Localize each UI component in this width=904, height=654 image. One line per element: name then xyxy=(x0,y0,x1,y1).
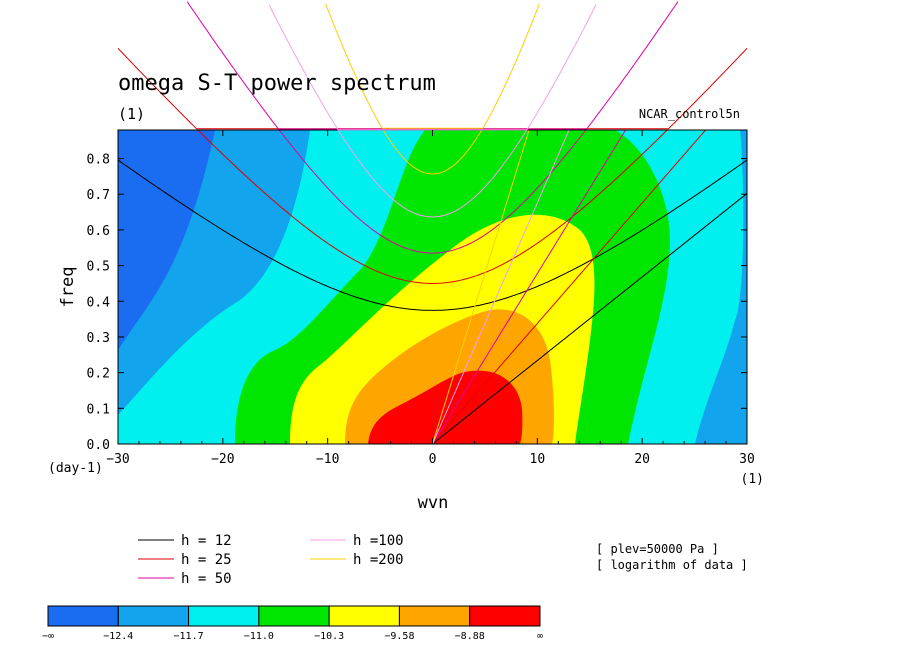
plot-area xyxy=(117,129,748,445)
y-tick-label: 0.6 xyxy=(87,224,110,239)
kelvin-wave-curve xyxy=(432,130,530,444)
legend-label: h =100 xyxy=(353,533,404,549)
annotation-log: [ logarithm of data ] xyxy=(596,558,748,572)
colorbar-cell xyxy=(469,605,541,627)
colorbar-cell xyxy=(117,605,190,627)
run-name: NCAR_control5n xyxy=(639,107,740,121)
colorbar-label: −12.4 xyxy=(103,631,133,642)
kelvin-wave-curve xyxy=(432,193,747,444)
gravity-wave-curve-extension xyxy=(186,1,679,130)
x-tick-label: 20 xyxy=(634,452,650,467)
x-tick-label: −10 xyxy=(316,452,339,467)
colorbar-label: −11.7 xyxy=(174,631,204,642)
colorbar-label: −10.3 xyxy=(314,631,344,642)
x-unit-label: (1) xyxy=(741,472,764,487)
chart-title: omega S-T power spectrum xyxy=(118,71,436,96)
legend-label: h = 25 xyxy=(181,552,232,568)
kelvin-wave-curve xyxy=(432,130,627,444)
y-axis-label: freq xyxy=(58,267,78,308)
y-unit-label: (day-1) xyxy=(48,461,103,476)
y-tick-label: 0.0 xyxy=(87,438,110,453)
legend-label: h = 50 xyxy=(181,571,232,587)
kelvin-wave-curve xyxy=(432,130,707,444)
x-tick-label: 0 xyxy=(429,452,437,467)
curve-legend: h = 12 h = 25 h = 50 h =100 h =200 xyxy=(138,533,404,587)
kelvin-wave-curve xyxy=(432,130,570,444)
contour-band-6 xyxy=(368,370,523,444)
chart-subtitle: (1) xyxy=(118,105,145,123)
y-tick-label: 0.3 xyxy=(87,331,110,346)
colorbar: −∞ −12.4 −11.7 −11.0 −10.3 −9.58 −8.88 ∞ xyxy=(42,605,543,642)
gravity-wave-curve-extension xyxy=(268,4,597,131)
gravity-wave-curve-extension xyxy=(325,3,540,129)
contour-fill-group xyxy=(118,130,747,444)
gravity-wave-curve xyxy=(382,130,483,175)
colorbar-cell xyxy=(258,605,330,627)
dispersion-curves-outside xyxy=(117,1,748,131)
y-tick-label: 0.1 xyxy=(87,402,110,417)
gravity-wave-curve xyxy=(197,130,668,285)
y-tick-label: 0.4 xyxy=(87,295,111,310)
colorbar-label: −11.0 xyxy=(244,631,274,642)
legend-label: h =200 xyxy=(353,552,404,568)
annotation-plev: [ plev=50000 Pa ] xyxy=(596,542,719,556)
gravity-wave-curve xyxy=(118,159,747,311)
colorbar-cell xyxy=(47,605,119,627)
x-tick-label: −30 xyxy=(106,452,129,467)
y-tick-label: 0.7 xyxy=(87,188,110,203)
legend-label: h = 12 xyxy=(181,533,232,549)
colorbar-cell xyxy=(188,605,260,627)
gravity-wave-curve xyxy=(337,130,528,218)
x-tick-label: 30 xyxy=(739,452,755,467)
y-tick-label: 0.5 xyxy=(87,260,110,275)
dispersion-curves xyxy=(118,130,747,444)
colorbar-label: −8.88 xyxy=(455,631,485,642)
x-tick-label: −20 xyxy=(211,452,234,467)
colorbar-label: −∞ xyxy=(42,631,54,642)
y-tick-label: 0.2 xyxy=(87,367,110,382)
colorbar-cell xyxy=(398,605,471,627)
gravity-wave-curve xyxy=(278,130,587,254)
colorbar-cell xyxy=(328,605,400,627)
colorbar-label: −9.58 xyxy=(384,631,414,642)
x-tick-label: 10 xyxy=(530,452,546,467)
colorbar-label: ∞ xyxy=(537,631,543,642)
axes: −30 −20 −10 0 10 20 30 0.0 0.1 0.2 0.3 0.4 0.5 0.6 0.7… xyxy=(87,130,755,467)
x-axis-label: wvn xyxy=(418,493,449,513)
y-tick-label: 0.8 xyxy=(87,153,110,168)
